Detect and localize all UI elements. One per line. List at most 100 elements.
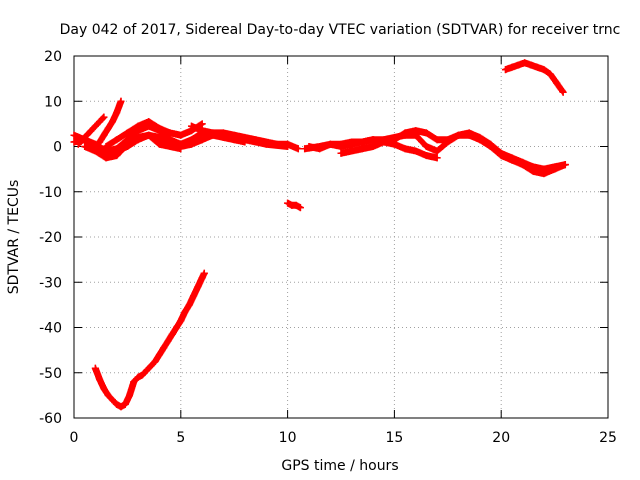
data-point xyxy=(551,163,559,171)
data-point xyxy=(316,145,324,153)
y-tick-label: -30 xyxy=(39,275,62,291)
data-point xyxy=(559,88,567,96)
y-tick-labels: -60 -50 -40 -30 -20 -10 0 10 20 xyxy=(39,49,62,427)
series-arc-deep xyxy=(91,269,208,411)
data-point xyxy=(70,131,78,139)
data-point xyxy=(187,122,195,130)
data-point xyxy=(130,378,138,386)
x-tick-label: 25 xyxy=(599,430,617,446)
data-point xyxy=(134,373,142,381)
data-point xyxy=(380,138,388,146)
data-point xyxy=(326,140,334,148)
data-point xyxy=(454,131,462,139)
data-point xyxy=(433,136,441,144)
data-point xyxy=(514,61,522,69)
data-point xyxy=(401,145,409,153)
data-point xyxy=(521,59,529,67)
data-point xyxy=(96,118,104,126)
data-point xyxy=(358,145,366,153)
series-arc-h xyxy=(337,138,441,162)
data-point xyxy=(123,129,131,137)
data-point xyxy=(508,154,516,162)
data-point xyxy=(529,163,537,171)
data-point xyxy=(534,63,542,71)
y-tick-label: -40 xyxy=(39,321,62,337)
data-point xyxy=(273,140,281,148)
series-arc-c xyxy=(81,131,185,162)
data-point xyxy=(147,362,155,370)
data-point xyxy=(198,120,206,128)
data-point xyxy=(173,324,181,331)
data-point xyxy=(164,337,172,345)
data-point xyxy=(200,269,208,277)
data-point xyxy=(369,136,377,144)
grid xyxy=(74,56,608,418)
x-axis-label: GPS time / hours xyxy=(281,458,398,474)
data-point xyxy=(540,165,548,173)
data-point xyxy=(284,140,292,148)
x-tick-label: 0 xyxy=(70,430,79,446)
data-point xyxy=(230,131,238,139)
data-point xyxy=(168,330,176,338)
data-point xyxy=(390,133,398,141)
data-point xyxy=(102,154,110,162)
data-point xyxy=(113,400,121,408)
data-point xyxy=(155,351,163,359)
data-point xyxy=(412,147,420,155)
data-point xyxy=(497,149,505,157)
data-point xyxy=(422,129,430,137)
data-point xyxy=(433,147,441,155)
series-blob xyxy=(284,199,304,212)
x-tick-label: 5 xyxy=(176,430,185,446)
data-point xyxy=(155,133,163,141)
data-point xyxy=(108,396,116,404)
data-point xyxy=(100,131,108,139)
data-point xyxy=(126,391,134,399)
data-point xyxy=(540,66,548,74)
data-point xyxy=(553,79,561,87)
data-point xyxy=(301,145,309,153)
data-point xyxy=(190,292,198,300)
data-point xyxy=(113,152,121,160)
data-point xyxy=(390,140,398,148)
data-point xyxy=(166,143,174,150)
data-point xyxy=(151,357,159,365)
data-point xyxy=(104,391,112,399)
y-tick-label: 0 xyxy=(53,140,62,156)
series-arc-d xyxy=(102,118,206,150)
data-point xyxy=(348,147,356,155)
data-point xyxy=(113,109,121,117)
data-point xyxy=(91,147,99,155)
data-point xyxy=(412,131,420,139)
data-point xyxy=(145,131,153,139)
data-point xyxy=(138,371,146,379)
data-point xyxy=(501,66,509,74)
data-point xyxy=(284,199,292,207)
data-point xyxy=(519,158,527,166)
y-axis-label: SDTVAR / TECUs xyxy=(6,180,22,295)
data-point xyxy=(100,385,108,393)
data-point xyxy=(102,143,110,150)
data-point xyxy=(508,63,516,71)
data-point xyxy=(465,129,473,137)
series-arc-g xyxy=(305,129,569,173)
data-point xyxy=(117,97,125,105)
data-point xyxy=(433,154,441,162)
data-point xyxy=(81,136,89,144)
data-point xyxy=(252,136,260,144)
data-point xyxy=(220,129,228,137)
data-point xyxy=(444,138,452,146)
data-point xyxy=(87,127,95,135)
data-point xyxy=(121,400,129,408)
y-tick-label: -60 xyxy=(39,411,62,427)
data-point xyxy=(194,283,202,291)
data-point xyxy=(108,118,116,126)
data-point xyxy=(160,344,168,352)
data-point xyxy=(487,140,495,148)
data-point xyxy=(113,136,121,144)
data-point xyxy=(476,133,484,141)
x-tick-label: 15 xyxy=(385,430,403,446)
y-tick-label: 10 xyxy=(44,94,62,110)
data-point xyxy=(198,127,206,135)
